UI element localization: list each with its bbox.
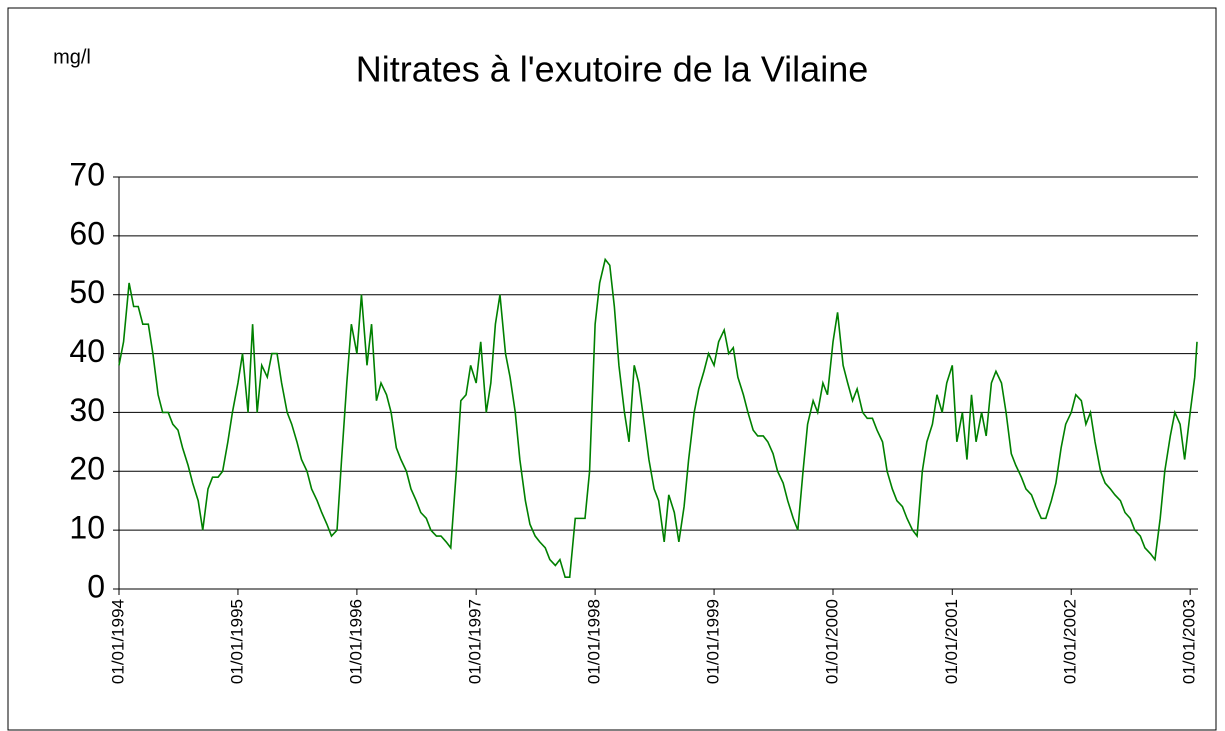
y-tick-label: 40 — [69, 333, 105, 369]
x-tick-label: 01/01/1996 — [346, 599, 365, 684]
y-tick-label: 70 — [69, 156, 105, 192]
data-line — [118, 257, 1198, 579]
x-tick-label: 01/01/1995 — [227, 599, 246, 684]
x-tick-label: 01/01/2003 — [1180, 599, 1199, 684]
y-tick-label: 10 — [69, 510, 105, 546]
x-tick-label: 01/01/2001 — [942, 599, 961, 684]
x-tick-label: 01/01/1999 — [704, 599, 723, 684]
y-tick-label: 20 — [69, 451, 105, 487]
x-tick-label: 01/01/1997 — [466, 599, 485, 684]
y-tick-label: 0 — [87, 568, 105, 604]
chart-title: Nitrates à l'exutoire de la Vilaine — [356, 49, 869, 90]
y-axis-label: mg/l — [53, 46, 91, 68]
chart-frame — [7, 7, 1217, 731]
x-tick-label: 01/01/1998 — [585, 599, 604, 684]
x-tick-label: 01/01/1994 — [108, 599, 127, 684]
x-tick-label: 01/01/2002 — [1061, 599, 1080, 684]
y-tick-label: 60 — [69, 215, 105, 251]
y-tick-label: 30 — [69, 392, 105, 428]
x-tick-label: 01/01/2000 — [822, 599, 841, 684]
y-tick-label: 50 — [69, 274, 105, 310]
